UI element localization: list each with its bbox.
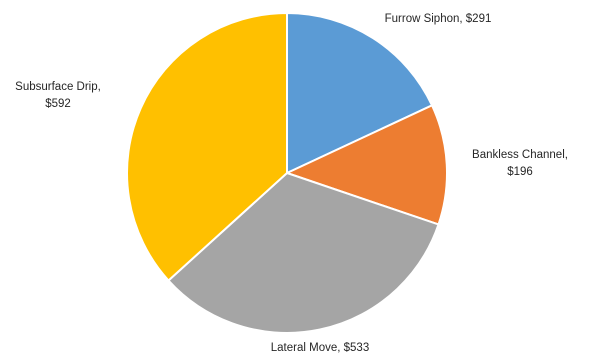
pie-slice-lateral-move: [167, 171, 440, 334]
pie-labels: Furrow Siphon, $291 Bankless Channel, $196…: [15, 13, 568, 354]
pie-slice-bankless-channel: [284, 104, 448, 226]
pie-slices: [126, 11, 448, 334]
slice-label-bankless-channel: Bankless Channel, $196: [472, 149, 568, 178]
pie-slice-furrow-siphon: [286, 11, 434, 175]
pie-slice-subsurface-drip: [126, 11, 288, 282]
slice-label-lateral-move: Lateral Move, $533: [271, 342, 369, 354]
slice-label-furrow-siphon: Furrow Siphon, $291: [385, 13, 492, 25]
slice-label-subsurface-drip: Subsurface Drip, $592: [15, 81, 101, 110]
